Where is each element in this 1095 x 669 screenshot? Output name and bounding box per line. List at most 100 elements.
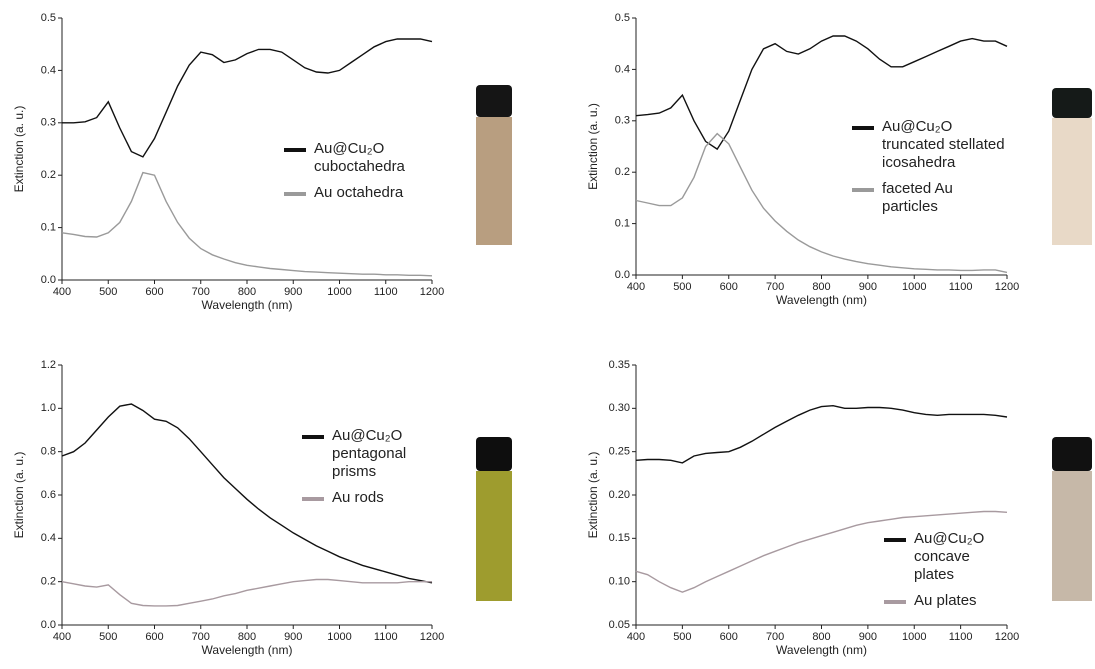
- y-axis-label: Extinction (a. u.): [586, 452, 600, 539]
- y-tick-label: 0.4: [41, 64, 56, 76]
- legend-label: Au@Cu₂O truncated stellated icosahedra: [882, 118, 1005, 171]
- x-tick-label: 700: [766, 281, 784, 293]
- x-tick-label: 400: [53, 286, 71, 298]
- x-tick-label: 500: [99, 631, 117, 643]
- y-tick-label: 0.5: [41, 12, 56, 24]
- data-line: [635, 132, 1008, 274]
- y-tick-label: 0.35: [609, 359, 630, 371]
- legend-label: Au@Cu₂O pentagonal prisms: [332, 427, 407, 480]
- x-tick-label: 800: [238, 631, 256, 643]
- x-tick-label: 1200: [995, 281, 1019, 293]
- legend-label: Au@Cu₂O cuboctahedra: [314, 140, 405, 175]
- x-tick-label: 700: [192, 286, 210, 298]
- data-line: [61, 578, 432, 607]
- data-line: [635, 35, 1008, 151]
- legend: Au@Cu₂O pentagonal prisms Au rods: [302, 427, 406, 515]
- x-tick-label: 1200: [420, 286, 444, 298]
- legend-swatch: [852, 126, 874, 130]
- x-tick-label: 400: [627, 281, 645, 293]
- x-tick-label: 1000: [902, 631, 926, 643]
- legend-entry: faceted Au particles: [852, 180, 1005, 216]
- x-axis-label: Wavelength (nm): [202, 643, 293, 657]
- legend-label: faceted Au particles: [882, 180, 953, 215]
- data-line: [62, 38, 433, 158]
- x-tick-label: 1200: [420, 631, 444, 643]
- y-tick-label: 0.8: [41, 446, 56, 458]
- x-tick-label: 600: [145, 631, 163, 643]
- y-tick-label: 0.0: [41, 619, 56, 631]
- x-axis-label: Wavelength (nm): [776, 293, 867, 307]
- legend-swatch: [302, 435, 324, 439]
- legend-entry: Au octahedra: [284, 184, 405, 202]
- y-axis-label: Extinction (a. u.): [12, 106, 26, 193]
- y-tick-label: 0.4: [615, 63, 630, 75]
- x-axis-label: Wavelength (nm): [202, 298, 293, 312]
- x-tick-label: 800: [238, 286, 256, 298]
- y-tick-label: 0.4: [41, 532, 56, 544]
- x-tick-label: 900: [284, 286, 302, 298]
- legend: Au@Cu₂O truncated stellated icosahedra fa…: [852, 118, 1005, 224]
- x-tick-label: 400: [53, 631, 71, 643]
- y-tick-label: 0.1: [615, 218, 630, 230]
- x-tick-label: 600: [145, 286, 163, 298]
- vial: [1052, 88, 1092, 245]
- x-tick-label: 800: [812, 631, 830, 643]
- legend-label: Au octahedra: [314, 184, 404, 201]
- legend: Au@Cu₂O cuboctahedra Au octahedra: [284, 140, 405, 210]
- legend-label: Au rods: [332, 489, 384, 506]
- x-tick-label: 1000: [902, 281, 926, 293]
- y-axis-label: Extinction (a. u.): [586, 103, 600, 190]
- x-tick-label: 1000: [327, 286, 351, 298]
- legend-entry: Au rods: [302, 489, 406, 507]
- legend-entry: Au plates: [884, 592, 984, 610]
- y-tick-label: 1.2: [41, 359, 56, 371]
- y-tick-label: 0.0: [41, 274, 56, 286]
- legend-swatch: [852, 188, 874, 192]
- x-tick-label: 500: [673, 631, 691, 643]
- y-tick-label: 0.10: [609, 576, 630, 588]
- vial: [476, 437, 512, 601]
- y-tick-label: 1.0: [41, 402, 56, 414]
- data-line: [61, 403, 433, 584]
- y-tick-label: 0.6: [41, 489, 56, 501]
- y-tick-label: 0.30: [609, 402, 630, 414]
- legend-entry: Au@Cu₂O truncated stellated icosahedra: [852, 118, 1005, 172]
- legend-label: Au plates: [914, 592, 977, 609]
- x-tick-label: 1000: [327, 631, 351, 643]
- legend-swatch: [884, 538, 906, 542]
- legend-swatch: [284, 148, 306, 152]
- x-tick-label: 1100: [949, 631, 973, 643]
- data-line: [635, 404, 1008, 464]
- y-tick-label: 0.2: [41, 576, 56, 588]
- x-tick-label: 500: [99, 286, 117, 298]
- vial: [476, 85, 512, 245]
- x-tick-label: 700: [766, 631, 784, 643]
- x-tick-label: 1100: [374, 286, 398, 298]
- x-axis-label: Wavelength (nm): [776, 643, 867, 657]
- y-tick-label: 0.15: [609, 532, 630, 544]
- x-tick-label: 600: [720, 281, 738, 293]
- x-tick-label: 900: [284, 631, 302, 643]
- legend-entry: Au@Cu₂O cuboctahedra: [284, 140, 405, 176]
- x-tick-label: 1100: [949, 281, 973, 293]
- legend-label: Au@Cu₂O concave plates: [914, 530, 985, 583]
- x-tick-label: 1200: [995, 631, 1019, 643]
- y-axis-label: Extinction (a. u.): [12, 452, 26, 539]
- y-tick-label: 0.0: [615, 269, 630, 281]
- y-tick-label: 0.25: [609, 446, 630, 458]
- x-tick-label: 1100: [374, 631, 398, 643]
- legend-swatch: [284, 192, 306, 196]
- x-tick-label: 600: [720, 631, 738, 643]
- x-tick-label: 900: [859, 281, 877, 293]
- y-tick-label: 0.5: [615, 12, 630, 24]
- x-tick-label: 500: [673, 281, 691, 293]
- y-tick-label: 0.2: [41, 169, 56, 181]
- x-tick-label: 900: [859, 631, 877, 643]
- vial: [1052, 437, 1092, 601]
- y-tick-label: 0.20: [609, 489, 630, 501]
- y-tick-label: 0.3: [615, 115, 630, 127]
- data-line: [635, 510, 1008, 593]
- data-line: [61, 171, 433, 277]
- y-tick-label: 0.05: [609, 619, 630, 631]
